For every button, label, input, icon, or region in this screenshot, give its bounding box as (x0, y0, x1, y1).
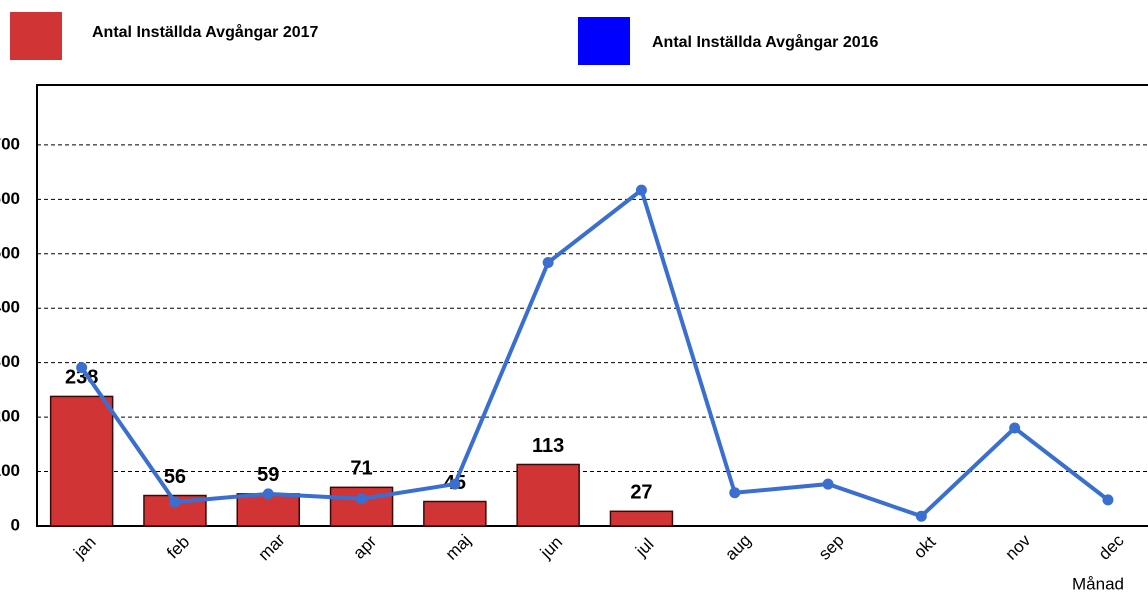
point (449, 478, 461, 490)
legend-label: Antal Inställda Avgångar 2016 (652, 33, 879, 51)
bar (329, 486, 394, 527)
y-tick-label: 200 (0, 407, 20, 426)
point (1009, 422, 1021, 434)
data-label: 27 (630, 482, 652, 504)
bar (49, 395, 114, 527)
point (542, 256, 554, 268)
y-tick-label: 500 (0, 243, 20, 262)
point (262, 488, 274, 500)
bar (609, 510, 674, 527)
y-tick-label: 600 (0, 189, 20, 208)
data-label: 71 (350, 458, 372, 480)
legend-swatch (10, 12, 62, 60)
data-label: 238 (65, 367, 98, 389)
legend-swatch (578, 17, 630, 65)
y-tick-label: 100 (0, 461, 20, 480)
data-label: 113 (532, 435, 564, 457)
point (822, 478, 834, 490)
point (76, 362, 88, 374)
plot-frame (36, 84, 1148, 527)
point (635, 184, 647, 196)
point (356, 493, 368, 505)
data-label: 59 (257, 464, 279, 486)
y-tick-label: 0 (11, 515, 20, 534)
x-axis-label: Månad (1072, 574, 1124, 593)
y-tick-label: 300 (0, 352, 20, 371)
bar (423, 500, 487, 527)
y-tick-label: 700 (0, 134, 20, 153)
data-label: 56 (164, 466, 186, 488)
bar (516, 463, 580, 527)
y-tick-label: 400 (0, 298, 20, 317)
point (1102, 494, 1114, 506)
line (80, 186, 1110, 519)
point (915, 510, 927, 522)
legend-label: Antal Inställda Avgångar 2017 (92, 23, 319, 41)
point (729, 487, 741, 499)
point (169, 496, 181, 508)
